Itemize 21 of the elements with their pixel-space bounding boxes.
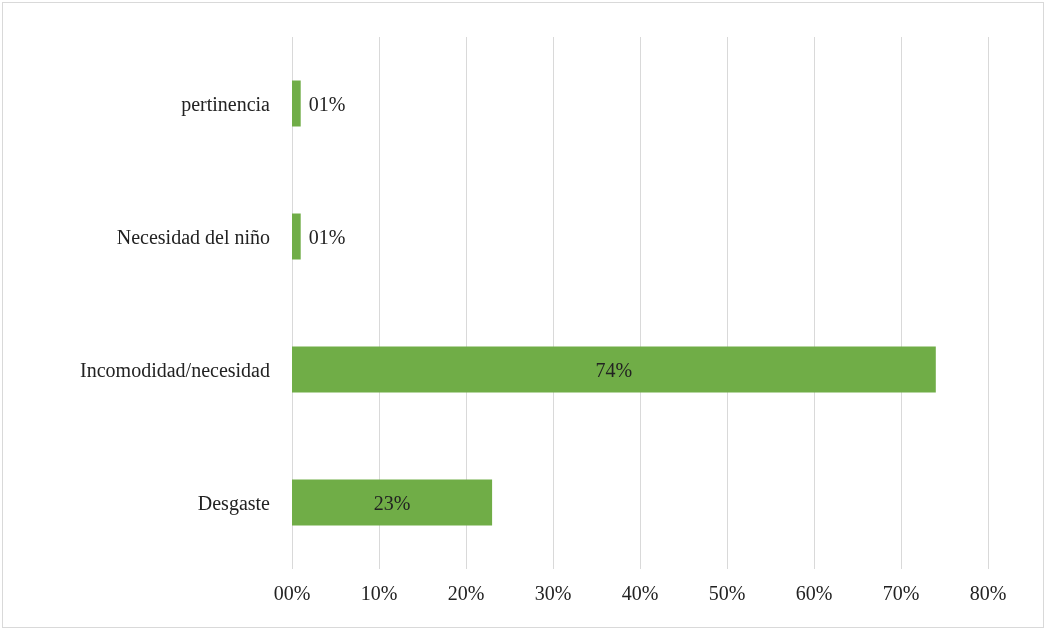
data-label: 23% [373,491,411,514]
x-tick-label: 10% [360,582,398,604]
x-tick-label: 50% [708,582,746,604]
y-tick-label: Incomodidad/necesidad [80,358,270,381]
data-label: 74% [595,358,633,381]
x-tick-label: 80% [969,582,1007,604]
data-label: 01% [308,92,346,115]
bar [292,213,301,260]
x-tick-label: 70% [882,582,920,604]
y-tick-label: Necesidad del niño [116,225,270,248]
bar [292,479,493,526]
y-tick-label: pertinencia [181,92,271,116]
x-tick-label: 00% [273,582,311,604]
x-tick-label: 20% [447,582,485,604]
bar [292,346,936,393]
bar [292,80,301,127]
data-label: 01% [308,225,346,248]
y-tick-label: Desgaste [197,491,271,515]
x-tick-label: 60% [795,582,833,604]
x-tick-label: 30% [534,582,572,604]
x-tick-label: 40% [621,582,659,604]
